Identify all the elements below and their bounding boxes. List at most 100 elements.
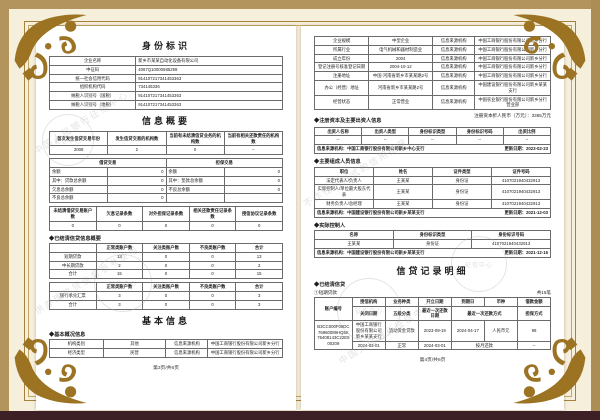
table-row: 短期贷款 13 0 0 13 [49,251,283,262]
capital-section-title: ◆注册资本及主要出资人信息 [314,118,382,125]
corner-flourish-icon [14,337,87,404]
table-cell: 2004 [368,53,433,64]
table-cell: 不良总余额 [165,184,225,195]
table-cell: 2024-03-01 [351,340,386,351]
table-cell: 2 [235,260,283,271]
summary-table: 首次发生信贷交易年份 发生信贷交易的机构数 当前有未结清信贷业务的机构数 当前有相关还… [48,130,284,156]
corner-flourish-icon [14,14,87,81]
corner-flourish-icon [513,337,586,404]
settled-credit-title: ◆已结清信贷 [314,281,346,288]
column-header [49,243,97,253]
table-row: 2024-03-01 正常 2024-03-01 按月还款 -- [315,340,552,351]
frame-band-top [0,0,600,9]
table-cell: 0 [223,175,284,186]
table-cell: 经营状态 [313,94,370,111]
table-cell: 4107021940432913 [491,184,551,200]
controller-table-footer: 信息来源机构：中国建设银行股份有限公司新乡某某支行 更新日期：2021-12-1… [314,248,551,258]
column-header: 最近一次还款方式 [450,305,518,322]
table-row: 合计 3 0 0 3 [49,299,283,310]
table-cell: 0 [107,193,167,204]
table-cell: 民营 [102,347,167,358]
table-cell: 不良总余额 [48,193,109,204]
table-cell: 信息来源机构 [431,62,476,73]
table-cell: 0 [142,299,190,310]
table-cell: 信息来源机构 [431,71,476,81]
counts-table: 未结清借贷交易账户数 欠息记录条数 对外担保记录条数 相关还款责任记录条数 授信协议记录… [49,206,283,231]
table-cell: 2 [107,145,167,156]
table-cell: 中长期贷款 [49,260,97,271]
column-header: 名称 [314,230,394,241]
table-row: 经营状态 正常营业 信息来源机构 中国农业银行股份有限公司新乡分行营业部 [313,94,551,111]
table-cell: 0 [188,269,237,280]
table-cell: 信息来源机构 [165,339,209,349]
table-cell: 3 [95,299,144,310]
table-cell: 身份证 [432,184,492,200]
column-header: 开立日期 [417,296,452,307]
table-cell: 王某某 [314,239,394,249]
report-page-left: 中国人民银行征信中心 仅供办理信贷业务参考使用 征信中心 征信中心 身份标识 企… [36,26,296,410]
identity-table: 企业名称 新乡市某某自动化设备有限公司 中征码 4067Q10000585259 统一社… [48,56,283,110]
table-row: 所属行业 电气机械和器材制造业 信息来源机构 中国工商银行股份有限公司新乡分行 [313,44,551,55]
table-cell: 河南省新乡市某某路2号 [368,79,433,96]
table-row: 法定代表人/负责人 王某某 身份证 4107021940432913 [314,175,551,186]
table-row: 中长期贷款 2 0 0 2 [49,260,283,271]
settled-summary-title: ◆已结清信贷信息概要 [49,235,101,242]
table-cell: 0 [107,166,167,177]
update-date: 更新日期：2021-12-03 [504,209,548,215]
table-cell: 信息来源机构 [431,79,476,96]
column-header: 身份标识号码 [455,126,504,137]
frame-band-left [0,0,9,420]
table-cell: 734145336 [135,82,283,93]
column-header: 相关还款责任记录条数 [188,206,237,222]
table-cell: 2023-09-19 [417,320,452,342]
table-cell: -- [516,340,552,351]
table-cell: 正常营业 [368,94,433,111]
table-cell: 王某某 [373,184,433,200]
table-cell: 13 [95,251,144,262]
table-cell: 中国农业银行股份有限公司新乡分行营业部 [474,94,551,111]
table-cell: 2024-03-01 [417,340,452,351]
table-cell: 2004-10-12 [368,62,433,73]
column-header: 合计 [235,282,283,293]
basic-overview-continued-table: 企业规模 中型企业 信息来源机构 中国工商银行股份有限公司新乡分行 所属行业 电气机械和器… [313,36,551,111]
column-header: 未结清借贷交易账户数 [49,206,97,222]
table-cell: 办公（经营）地址 [313,79,370,96]
table-cell: 中国工商银行股份有限公司新乡分行 [207,339,283,349]
table-cell: 0 [142,291,190,301]
table-cell: 流动资金贷款 [384,320,419,342]
column-header: 身份标识号码 [471,230,551,241]
table-row: 王某某 身份证 4107021940432913 [314,239,551,249]
column-header: 首次发生信贷交易年份 [48,130,109,147]
frame-band-right [591,0,600,420]
table-row: 余额 0 余额 0 [48,166,284,177]
table-row: 财务负责人/总经理 王某某 身份证 4107021940432913 [314,198,551,209]
table-cell: 欠息总余额 [48,184,109,195]
frame-band-bottom [0,411,600,420]
column-header: 借款金额 [516,296,552,307]
table-cell: 0 [188,299,237,310]
table-cell: 914107217341453363 [135,99,283,110]
table-row: B3CC000F06DC76960089HQ5K76408143C22E5002… [314,320,552,351]
table-cell: 纳税人识别号（国税） [48,91,137,101]
column-header: 币种 [483,296,518,307]
table-cell: 身份证 [432,198,492,209]
account-number-cell: B3CC000F06DC76960089HQ5K76408143C22E5002… [314,320,353,351]
column-header: 当前有相关还款责任的机构数 [223,130,284,147]
column-header: 最近一次还款日期 [417,305,452,322]
table-row: 注册地址 中国·河南省新乡市某某路2号 信息来源机构 中国工商银行股份有限公司新乡分行 [313,71,551,81]
table-cell: 财务负责人/总经理 [314,198,374,209]
table-cell: 0 [142,251,190,262]
section-title-credit-detail: 信贷记录明细 [396,265,469,276]
section-title-identity: 身份标识 [141,41,190,51]
column-header: 正常类账户数 [95,243,144,253]
column-header: 关闭日期 [351,305,386,322]
table-cell: 3 [235,299,283,310]
column-header: 职位 [314,166,374,177]
table-cell: 0 [223,184,284,195]
page-number: 第3页/共6页 [153,365,179,371]
column-header [49,282,97,293]
table-cell: 0 [107,175,167,186]
table-row: 其中：贷款总余额 0 其中：垫款总余额 0 [48,175,284,186]
